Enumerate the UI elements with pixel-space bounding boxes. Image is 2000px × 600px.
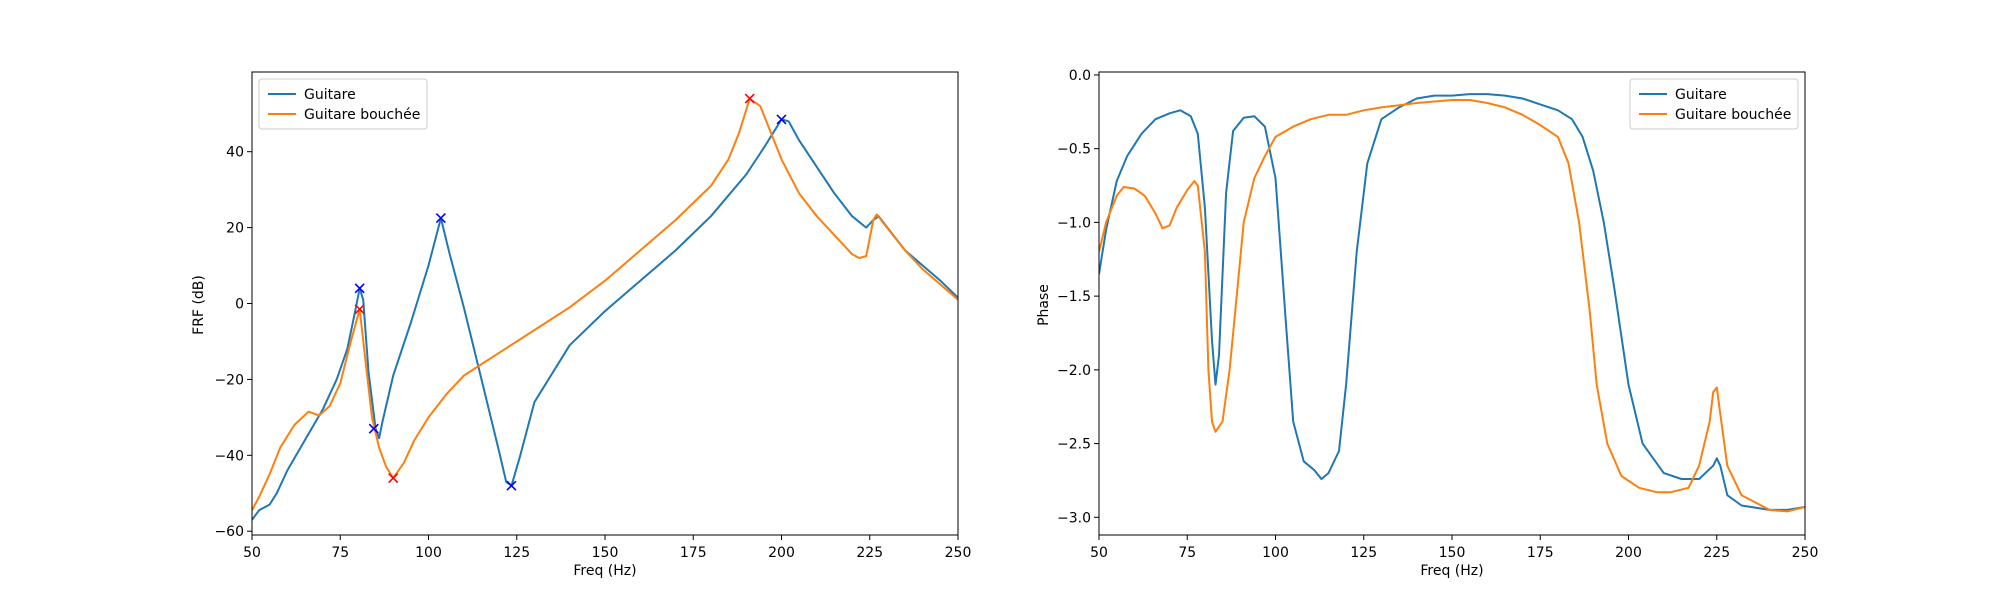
frf-marker-0-1 (368, 423, 379, 434)
phase-xtick-label: 250 (1792, 545, 1819, 561)
phase-xtick-label: 150 (1439, 545, 1466, 561)
phase-ytick-label: −2.5 (1057, 437, 1091, 453)
phase-xtick-label: 100 (1262, 545, 1289, 561)
frf-xlabel: Freq (Hz) (573, 563, 636, 579)
phase-legend: Guitare Guitare bouchée (1629, 78, 1799, 130)
frf-xtick-label: 225 (856, 545, 883, 561)
frf-ytick-label: −40 (214, 448, 244, 464)
marker-stroke (368, 423, 379, 434)
frf-xtick-label: 175 (680, 545, 707, 561)
frf-xtick-label: 100 (415, 545, 442, 561)
phase-xlabel: Freq (Hz) (1420, 563, 1483, 579)
marker-stroke (776, 114, 787, 125)
frf-ytick-label: 20 (226, 221, 244, 237)
frf-marker-0-2 (435, 213, 446, 224)
frf-ylabel: FRF (dB) (191, 275, 207, 335)
frf-ytick-label: 40 (226, 145, 244, 161)
frf-marker-0-3 (506, 480, 517, 491)
marker-stroke (354, 304, 365, 315)
phase-panel: Phase Freq (Hz) 50 75 100 125 150 175 200 225 25… (1036, 68, 1818, 579)
phase-xtick-label: 175 (1527, 545, 1554, 561)
frf-ytick-label: −60 (214, 524, 244, 540)
phase-xtick-label: 200 (1615, 545, 1642, 561)
phase-xtick-label: 50 (1090, 545, 1108, 561)
legend-label-1: Guitare bouchée (304, 107, 420, 123)
legend-label-0: Guitare (304, 87, 356, 103)
phase-ytick-label: 0.0 (1069, 68, 1091, 84)
legend-label-0: Guitare (1675, 87, 1727, 103)
frf-marker-1-1 (388, 473, 399, 484)
phase-xtick-label: 75 (1178, 545, 1196, 561)
legend-label-1: Guitare bouchée (1675, 107, 1791, 123)
frf-axes-frame (251, 71, 959, 536)
frf-marker-0-0 (354, 283, 365, 294)
frf-panel: FRF (dB) Freq (Hz) 50 75 100 125 150 175 200 22… (191, 71, 972, 579)
phase-ylabel: Phase (1036, 284, 1052, 326)
phase-xtick-label: 225 (1703, 545, 1730, 561)
frf-xtick-label: 50 (243, 545, 261, 561)
legend-box (1629, 78, 1799, 130)
frf-xtick-label: 200 (768, 545, 795, 561)
frf-marker-1-0 (354, 304, 365, 315)
marker-stroke (435, 213, 446, 224)
phase-ytick-label: −3.0 (1057, 510, 1091, 526)
frf-marker-1-2 (744, 93, 755, 104)
phase-ytick-label: −1.0 (1057, 215, 1091, 231)
frf-xtick-label: 75 (331, 545, 349, 561)
phase-series-line-1 (1099, 99, 1805, 513)
phase-ytick-label: −2.0 (1057, 363, 1091, 379)
frf-ytick-label: 0 (235, 297, 244, 313)
frf-series-line-1 (252, 97, 958, 511)
frf-xtick-label: 150 (592, 545, 619, 561)
phase-ytick-label: −1.5 (1057, 289, 1091, 305)
phase-series-line-0 (1099, 93, 1805, 511)
frf-marker-0-4 (776, 114, 787, 125)
frf-series-line-0 (252, 118, 958, 521)
marker-stroke (388, 473, 399, 484)
frf-xtick-label: 125 (503, 545, 530, 561)
frf-legend: Guitare Guitare bouchée (258, 78, 428, 130)
marker-stroke (506, 480, 517, 491)
frf-xtick-label: 250 (945, 545, 972, 561)
marker-stroke (744, 93, 755, 104)
marker-stroke (354, 283, 365, 294)
phase-ytick-label: −0.5 (1057, 142, 1091, 158)
phase-xtick-label: 125 (1350, 545, 1377, 561)
frf-ytick-label: −20 (214, 372, 244, 388)
legend-box (258, 78, 428, 130)
